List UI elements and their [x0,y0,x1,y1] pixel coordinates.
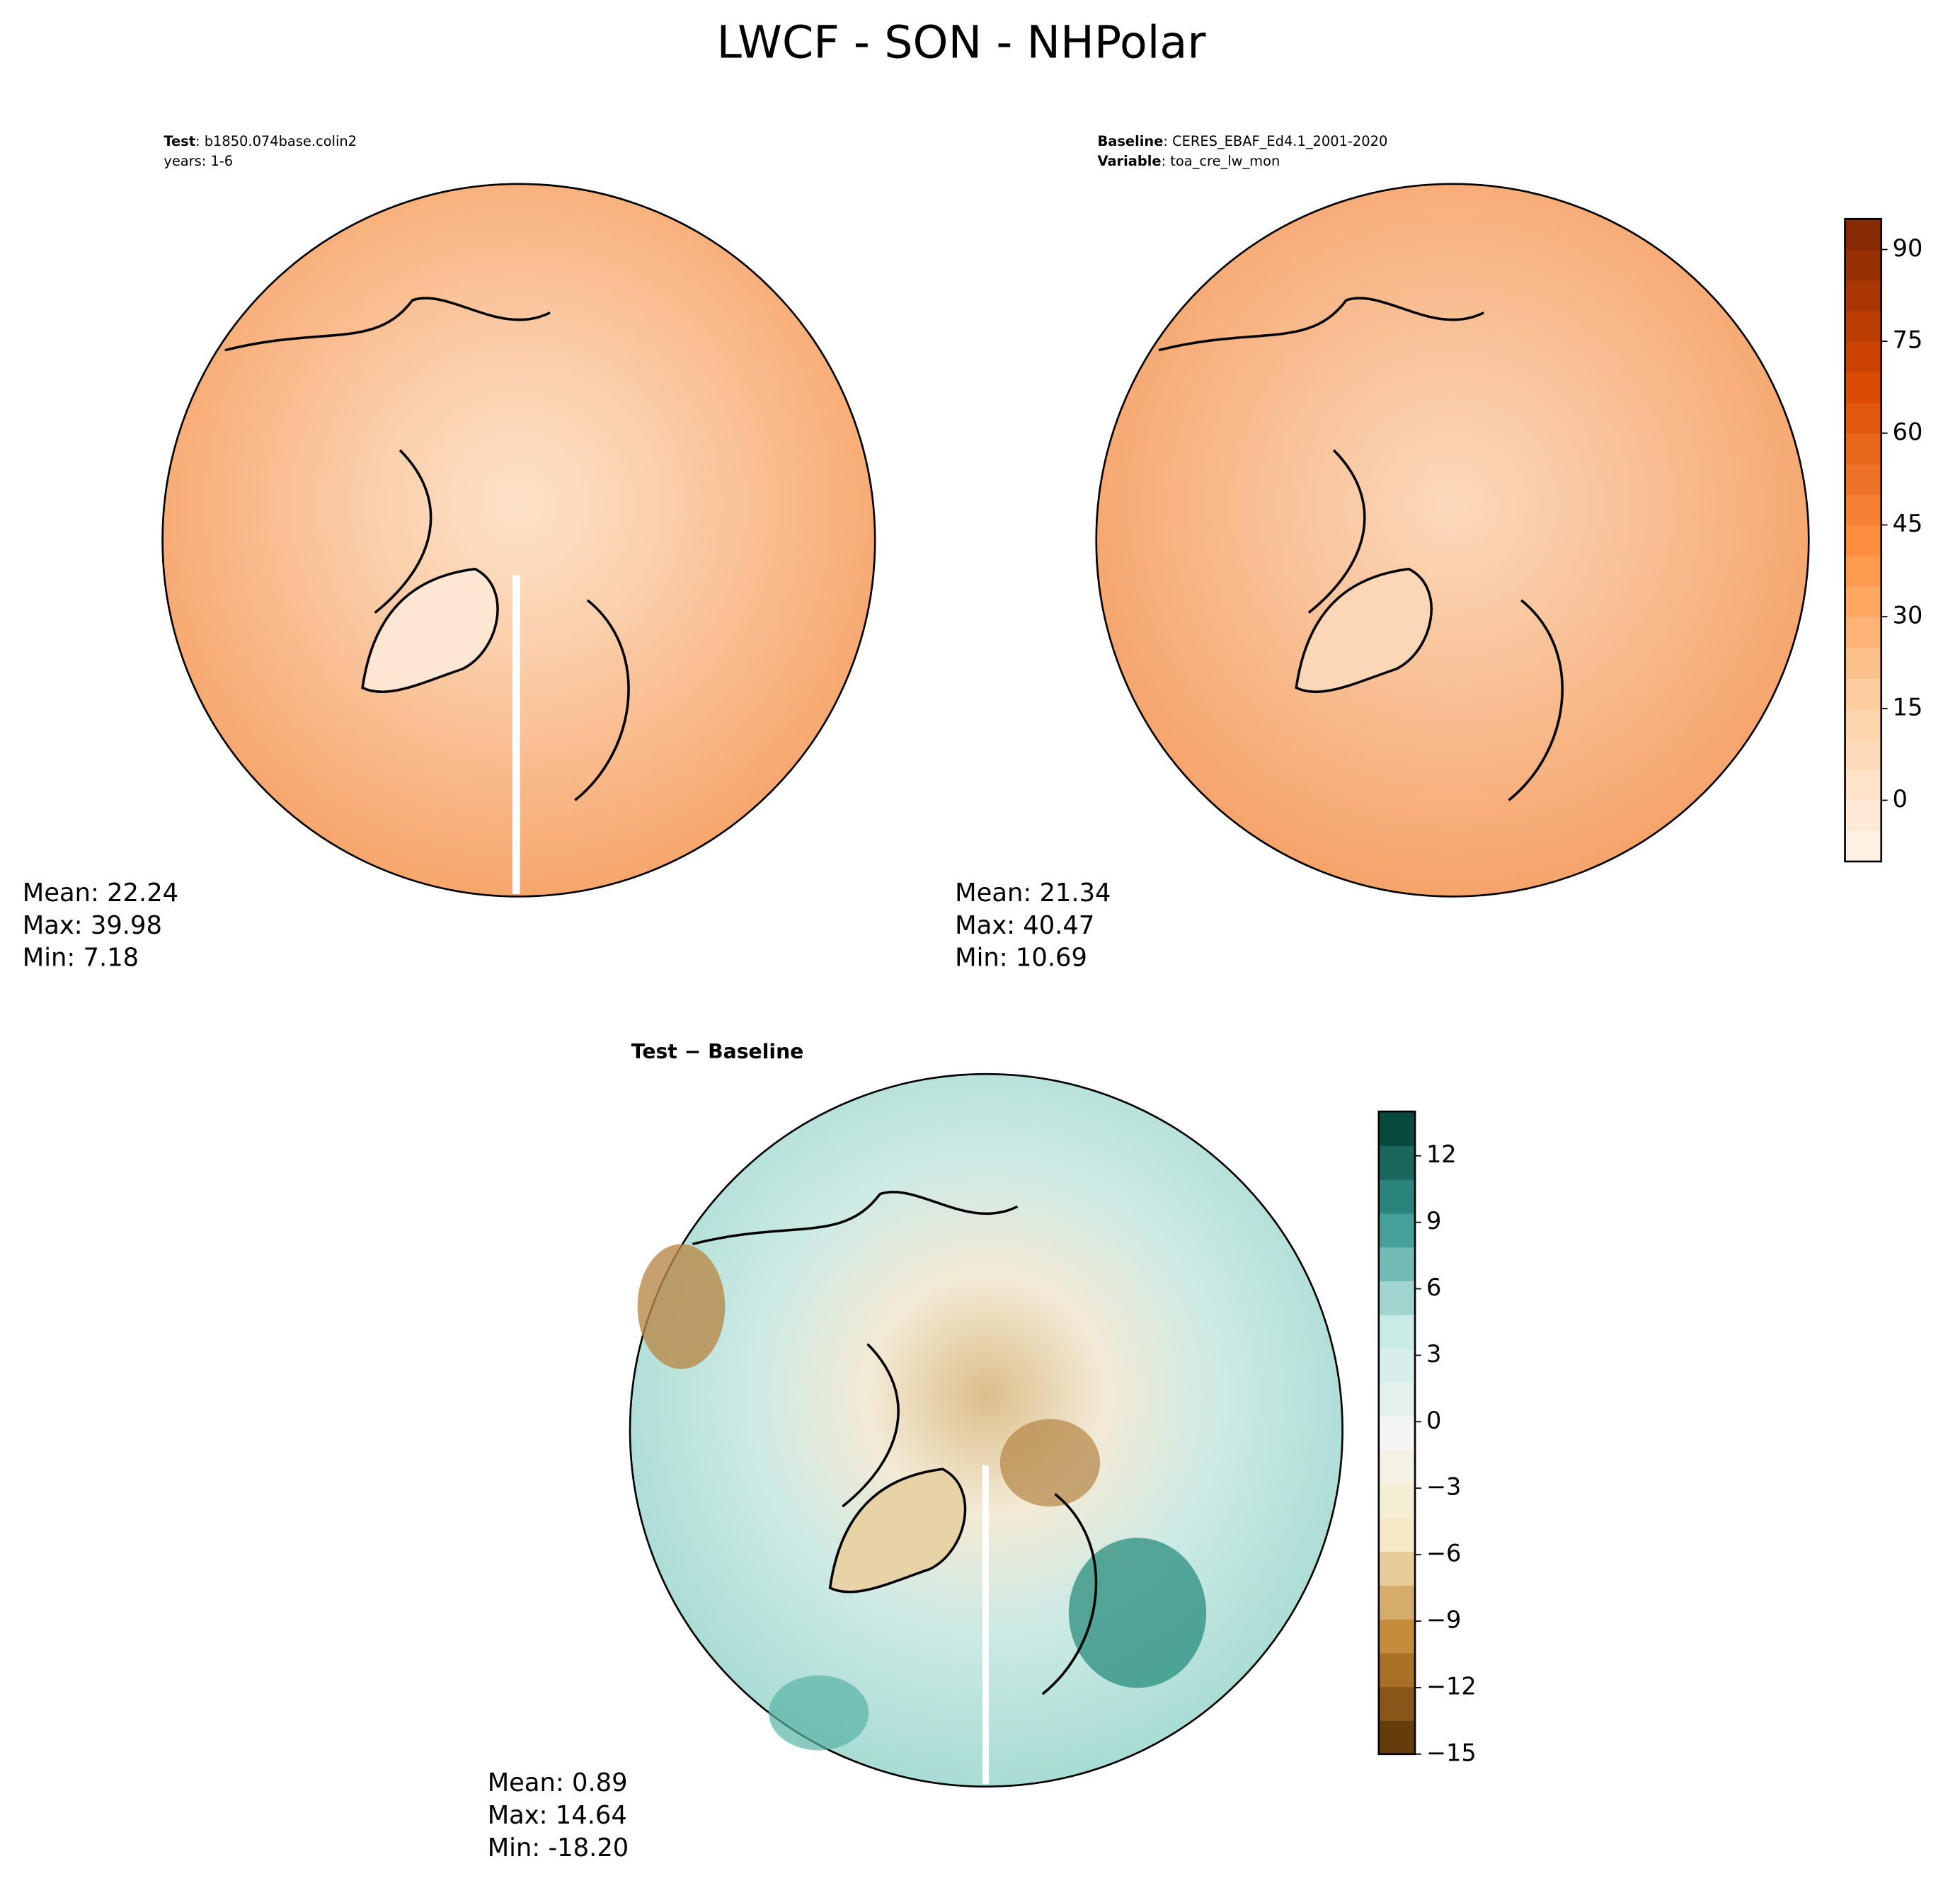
panel-header: Variable: toa_cre_lw_mon [1097,153,1280,169]
stat-text: Max: 14.64 [488,1801,627,1830]
colorbar-segment [1378,1213,1416,1248]
colorbar-segment [1845,402,1881,434]
colorbar-segment [1845,800,1881,832]
map-baseline [1095,183,1810,898]
map-test [161,183,876,898]
colorbar-segment [1845,249,1881,281]
colorbar-segment [1845,433,1881,464]
colorbar-tick-label: −9 [1426,1606,1461,1634]
colorbar-segment [1378,1314,1416,1349]
colorbar-tick-label: −12 [1426,1672,1477,1700]
colorbar-segment [1845,677,1881,709]
colorbar-frame [1844,217,1883,863]
colorbar-segment [1378,1652,1416,1688]
colorbar-tick-label: 15 [1893,693,1923,721]
colorbar-segment [1845,494,1881,526]
panel-header: years: 1-6 [164,153,233,169]
colorbar-segment [1845,219,1881,251]
colorbar-segment [1845,585,1881,618]
colorbar-segment [1845,464,1881,496]
colorbar-segment [1378,1551,1416,1586]
stat-text: Mean: 0.89 [488,1768,628,1797]
colorbar-tick-label: 75 [1893,326,1923,354]
colorbar-segment [1845,647,1881,679]
colorbar-segment [1845,769,1881,801]
colorbar-segment [1845,830,1881,862]
panel-header: Test: b1850.074base.colin2 [164,132,357,149]
stat-text: Min: 10.69 [955,944,1087,973]
header-text: : toa_cre_lw_mon [1162,153,1280,169]
header-key: Test [164,132,195,149]
colorbar-frame [1377,1110,1416,1756]
colorbar-segment [1378,1416,1416,1451]
colorbar-segment [1378,1584,1416,1620]
colorbar-tick-label: 45 [1893,510,1923,537]
header-key: Variable [1097,153,1161,169]
colorbar-segment [1845,555,1881,587]
colorbar-segment [1378,1111,1416,1146]
colorbar-segment [1378,1449,1416,1484]
colorbar-segment [1378,1247,1416,1281]
stat-text: Min: 7.18 [23,944,139,973]
colorbar-tick-label: 60 [1893,418,1923,445]
colorbar-segment [1378,1618,1416,1654]
figure-title: LWCF - SON - NHPolar [716,16,1206,68]
colorbar-tick-label: 0 [1426,1407,1441,1434]
panel-header: Baseline: CERES_EBAF_Ed4.1_2001-2020 [1097,132,1387,149]
colorbar-tick-label: −15 [1426,1739,1477,1766]
colorbar-tick-label: 90 [1893,234,1923,262]
stat-text: Max: 39.98 [23,911,162,940]
panel-header: Test − Baseline [631,1040,804,1063]
stat-text: Mean: 21.34 [955,879,1111,908]
colorbar-segment [1845,617,1881,648]
colorbar-tick-label: −3 [1426,1473,1461,1501]
colorbar-tick-label: 9 [1426,1207,1441,1235]
stat-text: Max: 40.47 [955,911,1094,940]
colorbar-segment [1845,341,1881,373]
colorbar-tick-label: 30 [1893,602,1923,629]
colorbar-segment [1378,1686,1416,1721]
colorbar-tick-label: 6 [1426,1274,1441,1301]
colorbar-tick-label: −6 [1426,1540,1461,1567]
colorbar-segment [1378,1348,1416,1383]
colorbar-segment [1845,310,1881,343]
colorbar-segment [1845,372,1881,404]
header-text: : CERES_EBAF_Ed4.1_2001-2020 [1163,132,1387,149]
colorbar-tick-label: 12 [1426,1140,1457,1168]
stat-text: Mean: 22.24 [23,879,178,908]
colorbar-segment [1845,708,1881,740]
map-difference [629,1072,1343,1788]
colorbar-segment [1378,1517,1416,1552]
colorbar-segment [1378,1382,1416,1417]
colorbar-segment [1845,525,1881,556]
colorbar-segment [1378,1720,1416,1755]
colorbar-segment [1378,1145,1416,1180]
colorbar-tick-label: 0 [1893,785,1908,813]
header-key: Baseline [1097,132,1163,149]
colorbar-segment [1845,739,1881,771]
colorbar-segment [1845,280,1881,311]
stat-text: Min: -18.20 [488,1833,629,1863]
colorbar-tick-label: 3 [1426,1340,1441,1368]
header-text: : b1850.074base.colin2 [195,132,357,149]
colorbar-segment [1378,1281,1416,1315]
colorbar-segment [1378,1179,1416,1214]
colorbar-segment [1378,1483,1416,1518]
header-text: years: 1-6 [164,153,233,169]
